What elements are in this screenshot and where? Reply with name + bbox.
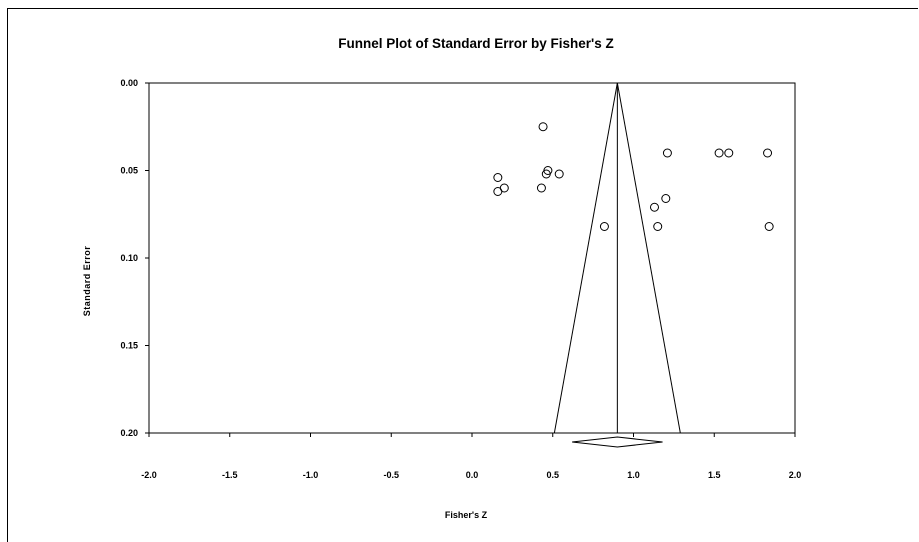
data-point <box>724 148 734 158</box>
data-point <box>536 183 546 193</box>
data-point <box>538 122 548 132</box>
funnel-group <box>553 82 681 434</box>
data-point <box>649 202 659 212</box>
data-point <box>662 148 672 158</box>
y-tick-label: 0.05 <box>120 166 138 176</box>
data-point <box>554 169 564 179</box>
data-point <box>653 222 663 231</box>
data-point <box>493 173 503 182</box>
data-point <box>714 148 724 158</box>
plot-area <box>148 82 796 434</box>
y-tick-label: 0.15 <box>120 341 138 351</box>
x-tick-label: -0.5 <box>383 470 399 480</box>
data-point <box>541 169 551 179</box>
summary-diamond <box>572 436 663 448</box>
data-point <box>661 194 671 203</box>
summary-diamond-group <box>572 436 663 448</box>
points-group <box>493 122 774 231</box>
x-tick-label: 2.0 <box>789 470 802 480</box>
x-axis-ticks: -2.0 -1.5 -1.0 -0.5 0.0 0.5 1.0 1.5 2.0 <box>141 433 801 480</box>
chart-frame <box>7 8 918 542</box>
chart-title: Funnel Plot of Standard Error by Fisher'… <box>338 36 614 51</box>
data-point <box>763 148 773 158</box>
y-tick-label: 0.10 <box>120 253 138 263</box>
y-tick-label: 0.00 <box>120 78 138 88</box>
funnel-right-line <box>616 82 681 434</box>
x-tick-label: 1.0 <box>627 470 640 480</box>
funnel-left-line <box>553 82 618 434</box>
data-point <box>599 222 609 231</box>
x-tick-label: 0.5 <box>546 470 559 480</box>
x-tick-label: 1.5 <box>708 470 721 480</box>
x-tick-label: -1.0 <box>303 470 319 480</box>
y-tick-label: 0.20 <box>120 428 138 438</box>
y-axis-ticks: 0.00 0.05 0.10 0.15 0.20 <box>120 78 149 438</box>
x-axis-label: Fisher's Z <box>445 510 488 520</box>
x-tick-label: 0.0 <box>466 470 479 480</box>
y-axis-label: Standard Error <box>82 246 92 317</box>
x-tick-label: -1.5 <box>222 470 238 480</box>
data-point <box>493 187 503 196</box>
data-point <box>764 222 774 231</box>
x-tick-label: -2.0 <box>141 470 157 480</box>
